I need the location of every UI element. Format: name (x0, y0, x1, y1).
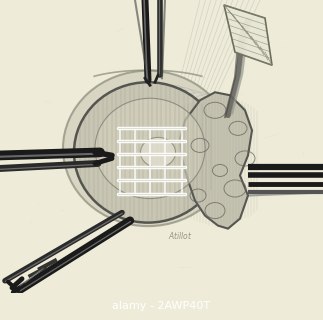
Ellipse shape (141, 137, 175, 167)
Polygon shape (224, 5, 272, 65)
Ellipse shape (115, 115, 205, 196)
Text: alamy - 2AWP40T: alamy - 2AWP40T (112, 301, 211, 311)
Ellipse shape (74, 82, 222, 223)
Text: $\mathit{Atillot}$: $\mathit{Atillot}$ (168, 230, 193, 241)
Ellipse shape (90, 93, 220, 212)
Ellipse shape (63, 71, 233, 226)
Polygon shape (180, 92, 252, 228)
Ellipse shape (95, 98, 205, 198)
